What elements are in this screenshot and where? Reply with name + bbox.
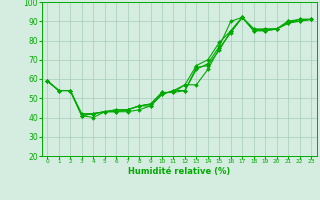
X-axis label: Humidité relative (%): Humidité relative (%) [128,167,230,176]
